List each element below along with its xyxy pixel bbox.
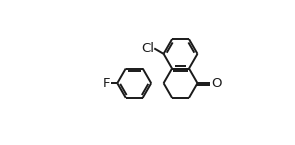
Text: O: O [211, 77, 222, 90]
Text: Cl: Cl [141, 42, 154, 55]
Text: F: F [102, 77, 110, 90]
